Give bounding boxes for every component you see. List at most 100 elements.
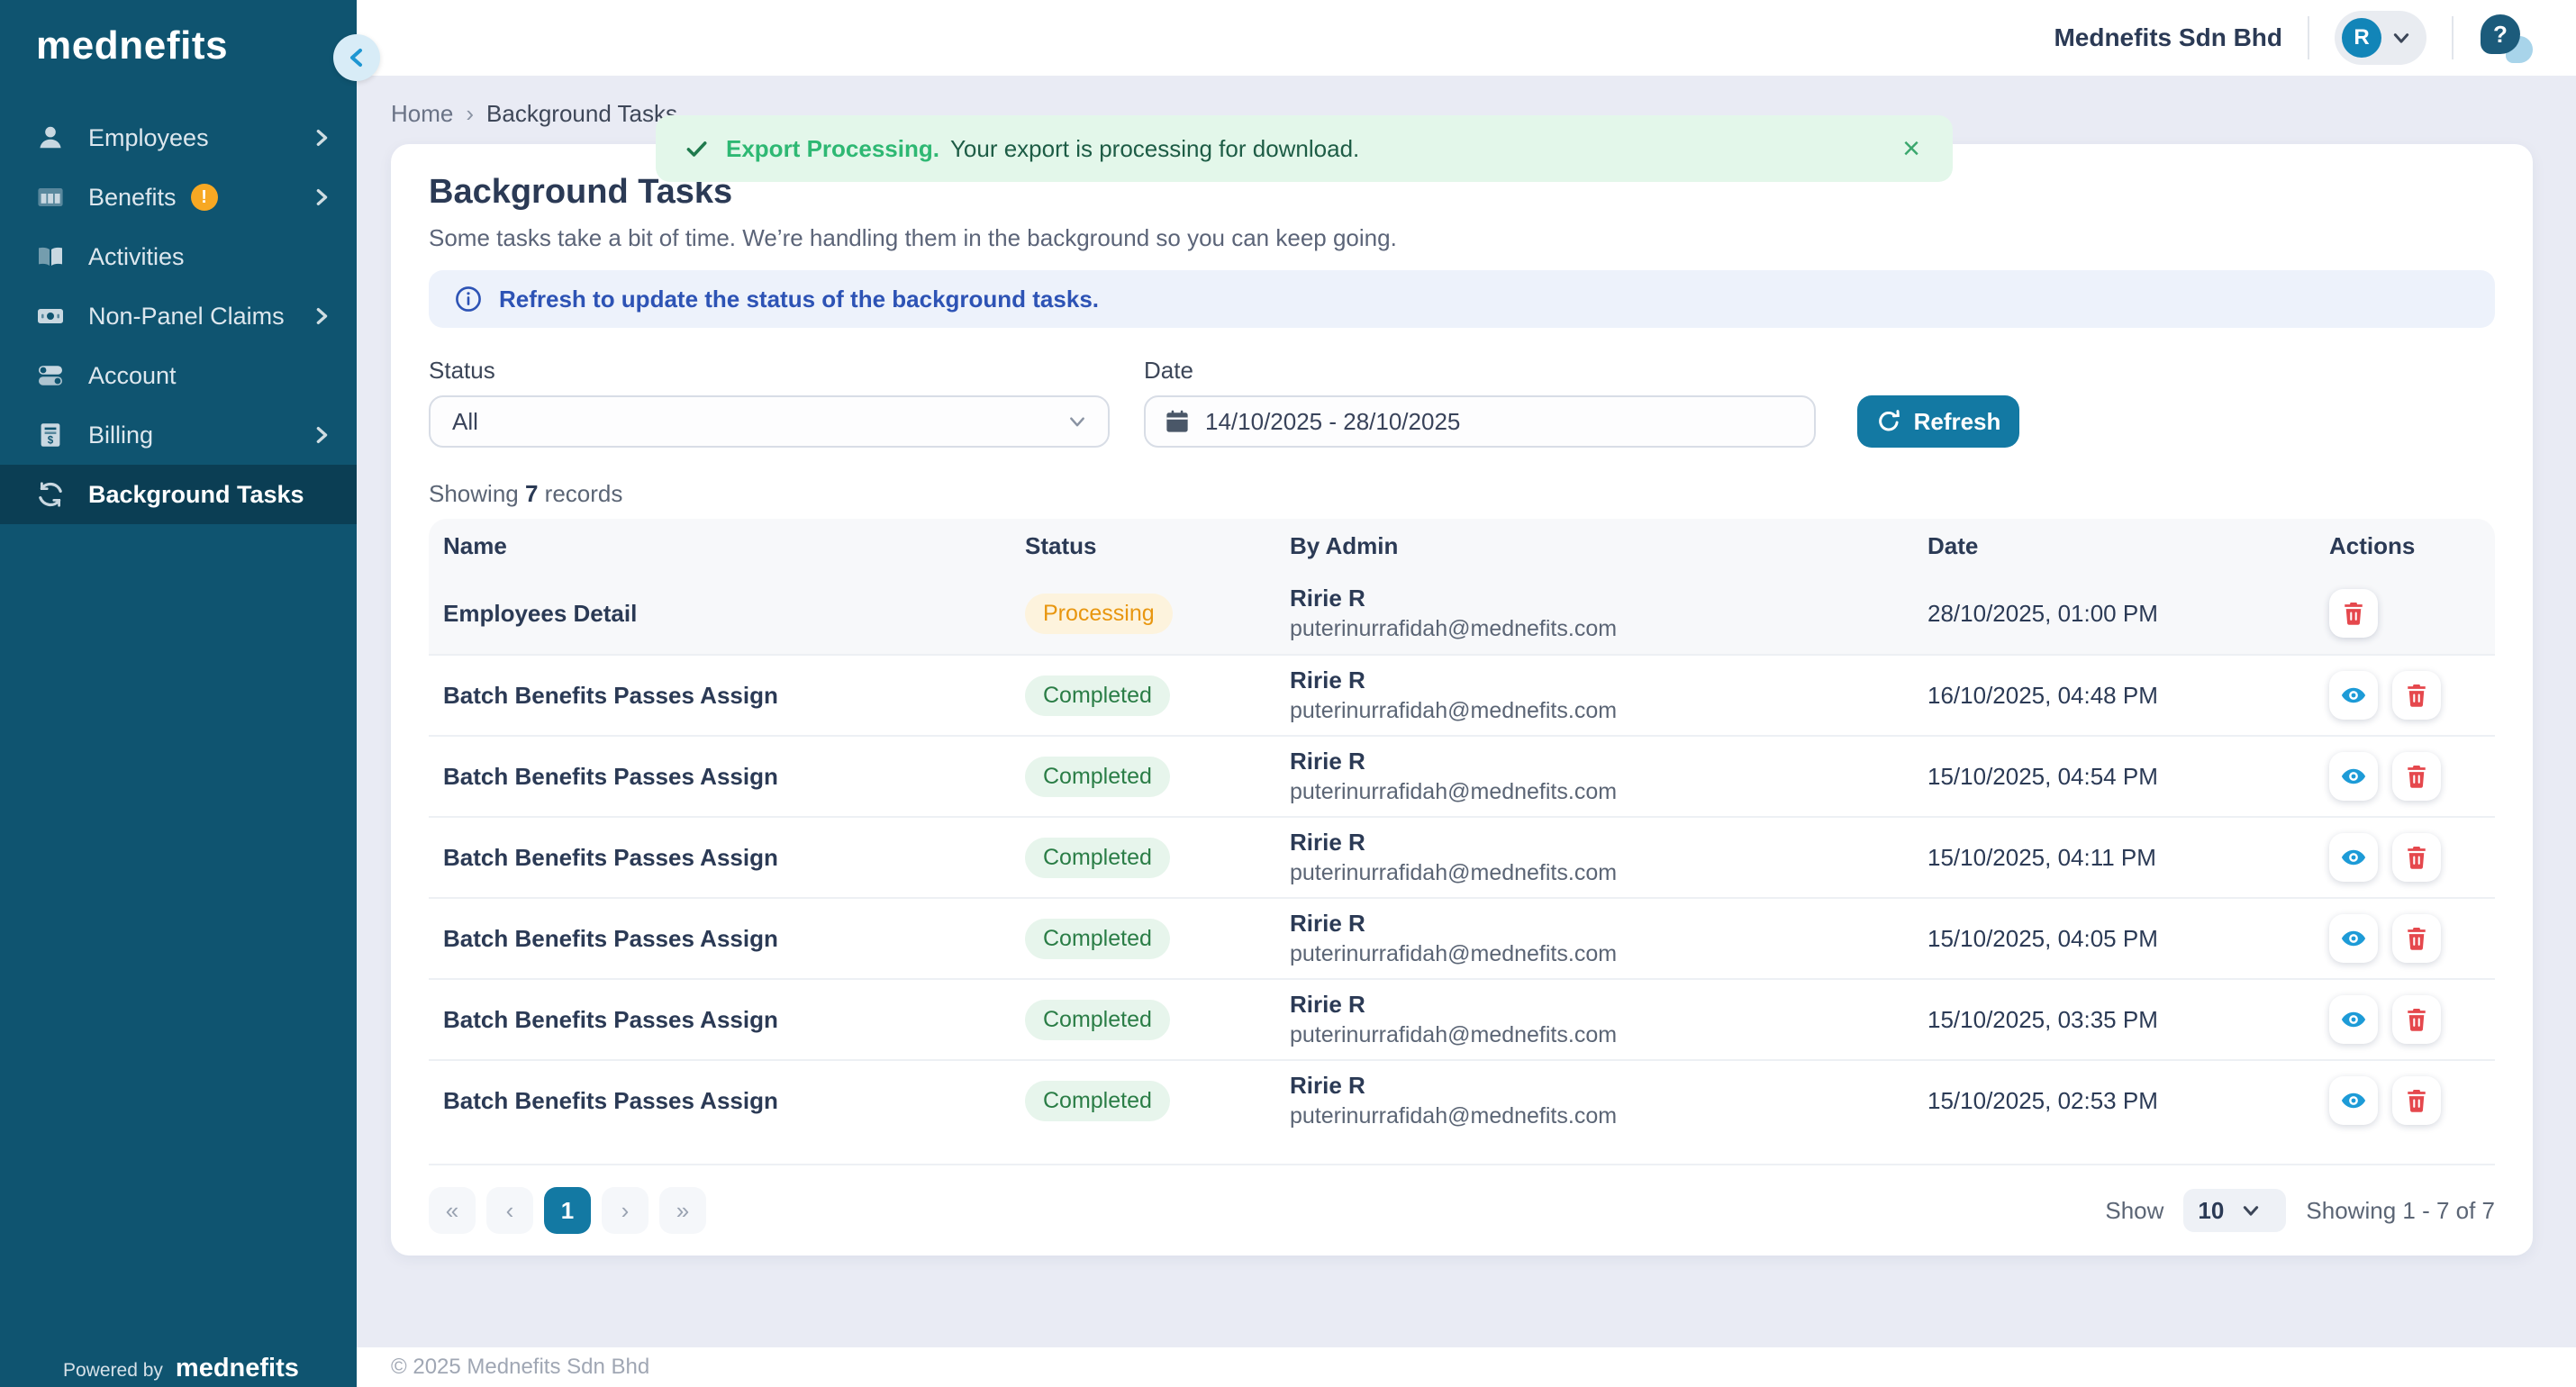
topbar-divider: [2452, 16, 2454, 59]
task-actions-cell: [2315, 833, 2495, 882]
breadcrumb-home[interactable]: Home: [391, 100, 453, 128]
task-name: Batch Benefits Passes Assign: [429, 1006, 1011, 1034]
date-range-value: 14/10/2025 - 28/10/2025: [1205, 408, 1460, 436]
date-range-input[interactable]: 14/10/2025 - 28/10/2025: [1144, 395, 1816, 448]
admin-email: puterinurrafidah@mednefits.com: [1290, 1021, 1913, 1048]
trash-icon: [2403, 682, 2430, 709]
view-task-button[interactable]: [2329, 914, 2378, 963]
sidebar: mednefits Employees Benefits!ActivitiesNo…: [0, 0, 357, 1387]
topbar-divider: [2308, 16, 2309, 59]
view-task-button[interactable]: [2329, 752, 2378, 801]
task-actions-cell: [2315, 671, 2495, 720]
calendar-icon: [1164, 408, 1191, 435]
view-task-button[interactable]: [2329, 995, 2378, 1044]
sidebar-menu: Employees Benefits!ActivitiesNon-Panel Cl…: [0, 108, 357, 524]
columns-icon: [36, 183, 65, 212]
task-admin-cell: Ririe Rputerinurrafidah@mednefits.com: [1275, 1072, 1913, 1129]
task-date: 28/10/2025, 01:00 PM: [1913, 600, 2315, 628]
sidebar-item-label: Billing: [88, 422, 153, 449]
delete-task-button[interactable]: [2392, 914, 2441, 963]
table-row: Employees DetailProcessingRirie Rputerin…: [429, 573, 2495, 654]
chevron-down-icon: [2242, 1201, 2260, 1219]
close-icon[interactable]: ×: [1899, 133, 1924, 164]
refresh-button[interactable]: Refresh: [1857, 395, 2019, 448]
page-size-select[interactable]: 10: [2183, 1189, 2286, 1232]
delete-task-button[interactable]: [2392, 833, 2441, 882]
task-date: 15/10/2025, 03:35 PM: [1913, 1006, 2315, 1034]
view-task-button[interactable]: [2329, 1076, 2378, 1125]
task-name: Batch Benefits Passes Assign: [429, 763, 1011, 791]
status-filter: Status All: [429, 357, 1110, 448]
task-name: Batch Benefits Passes Assign: [429, 682, 1011, 710]
delete-task-button[interactable]: [2392, 1076, 2441, 1125]
powered-by: Powered by mednefits: [63, 1354, 299, 1383]
sidebar-item-billing[interactable]: $Billing: [0, 405, 357, 465]
eye-icon: [2340, 1006, 2367, 1033]
admin-name: Ririe R: [1290, 666, 1913, 694]
user-menu-button[interactable]: R: [2335, 11, 2426, 65]
records-prefix: Showing: [429, 480, 519, 507]
pagination-row: « ‹ 1 › » Show 10 Showing 1 - 7 of 7: [429, 1164, 2495, 1234]
person-icon: [36, 123, 65, 152]
table-header-row: NameStatusBy AdminDateActions: [429, 519, 2495, 573]
help-button[interactable]: ?: [2479, 11, 2533, 65]
question-mark-icon: ?: [2481, 14, 2520, 54]
info-icon: [454, 285, 483, 313]
sync-icon: [36, 480, 65, 509]
records-count: 7: [525, 480, 538, 507]
trash-icon: [2403, 763, 2430, 790]
chevron-down-icon: [2392, 29, 2410, 47]
page-size-area: Show 10 Showing 1 - 7 of 7: [2105, 1189, 2495, 1232]
background-tasks-card: Background Tasks Some tasks take a bit o…: [391, 144, 2533, 1256]
admin-email: puterinurrafidah@mednefits.com: [1290, 697, 1913, 724]
column-header-date: Date: [1913, 532, 2315, 560]
trash-icon: [2403, 925, 2430, 952]
delete-task-button[interactable]: [2392, 671, 2441, 720]
task-name: Batch Benefits Passes Assign: [429, 844, 1011, 872]
next-page-button[interactable]: ›: [602, 1187, 649, 1234]
view-task-button[interactable]: [2329, 833, 2378, 882]
status-select[interactable]: All: [429, 395, 1110, 448]
task-date: 16/10/2025, 04:48 PM: [1913, 682, 2315, 710]
table-body: Employees DetailProcessingRirie Rputerin…: [429, 573, 2495, 1140]
admin-name: Ririe R: [1290, 910, 1913, 937]
table-row: Batch Benefits Passes AssignCompletedRir…: [429, 735, 2495, 816]
topbar: Mednefits Sdn Bhd R ?: [357, 0, 2576, 76]
first-page-button[interactable]: «: [429, 1187, 476, 1234]
page-subtitle: Some tasks take a bit of time. We’re han…: [429, 224, 2495, 252]
sidebar-item-activities[interactable]: Activities: [0, 227, 357, 286]
records-summary: Showing 7 records: [429, 480, 2495, 508]
avatar: R: [2342, 18, 2381, 58]
admin-email: puterinurrafidah@mednefits.com: [1290, 778, 1913, 805]
book-icon: [36, 242, 65, 271]
delete-task-button[interactable]: [2329, 589, 2378, 638]
admin-name: Ririe R: [1290, 1072, 1913, 1099]
page-1-button[interactable]: 1: [544, 1187, 591, 1234]
task-date: 15/10/2025, 04:11 PM: [1913, 844, 2315, 872]
delete-task-button[interactable]: [2392, 752, 2441, 801]
view-task-button[interactable]: [2329, 671, 2378, 720]
toast-export-processing: Export Processing. Your export is proces…: [656, 115, 1953, 182]
status-badge: Completed: [1025, 675, 1170, 716]
sidebar-collapse-button[interactable]: [333, 34, 380, 81]
eye-icon: [2340, 925, 2367, 952]
check-icon: [685, 136, 710, 161]
sidebar-item-label: Employees: [88, 124, 209, 152]
table-row: Batch Benefits Passes AssignCompletedRir…: [429, 897, 2495, 978]
sidebar-item-account[interactable]: Account: [0, 346, 357, 405]
sidebar-item-non-panel-claims[interactable]: Non-Panel Claims: [0, 286, 357, 346]
last-page-button[interactable]: »: [659, 1187, 706, 1234]
column-header-status: Status: [1011, 532, 1275, 560]
delete-task-button[interactable]: [2392, 995, 2441, 1044]
sidebar-item-benefits[interactable]: Benefits!: [0, 168, 357, 227]
task-date: 15/10/2025, 04:05 PM: [1913, 925, 2315, 953]
mednefits-logo: mednefits: [36, 23, 357, 68]
previous-page-button[interactable]: ‹: [486, 1187, 533, 1234]
trash-icon: [2340, 600, 2367, 627]
alert-badge: !: [191, 184, 218, 211]
sidebar-item-background-tasks[interactable]: Background Tasks: [0, 465, 357, 524]
sidebar-item-employees[interactable]: Employees: [0, 108, 357, 168]
column-header-by-admin: By Admin: [1275, 532, 1913, 560]
task-status-cell: Completed: [1011, 838, 1275, 878]
info-banner: Refresh to update the status of the back…: [429, 270, 2495, 328]
